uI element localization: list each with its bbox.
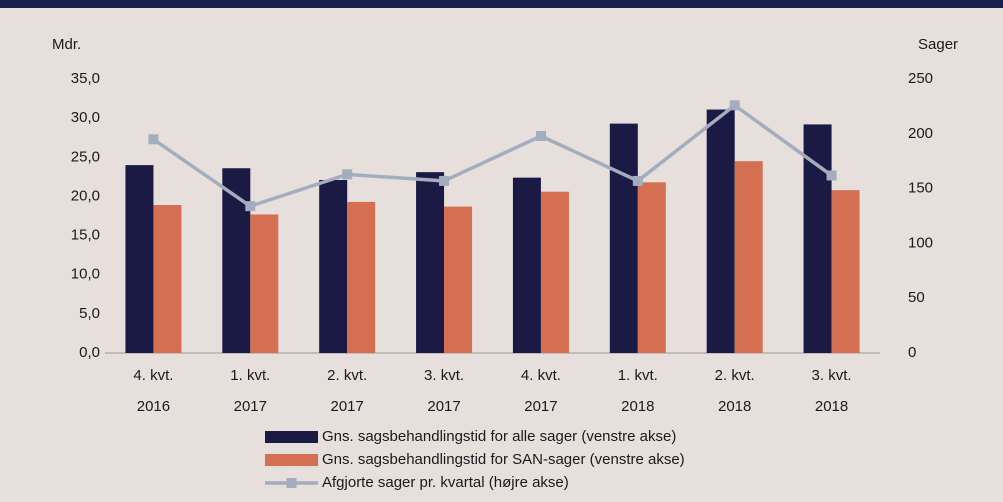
x-tick-label: 1. kvt. (618, 367, 658, 384)
x-tick-label: 4. kvt. (521, 367, 561, 384)
bar (803, 124, 832, 353)
x-tick-label: 2017 (427, 398, 460, 415)
y-tick-label: 5,0 (79, 305, 100, 322)
bar (609, 123, 638, 353)
bar (347, 201, 376, 353)
bar (734, 161, 763, 353)
legend-marker (286, 478, 297, 488)
y2-tick-label: 50 (908, 289, 925, 306)
bar (222, 168, 251, 353)
x-tick-label: 2018 (815, 398, 848, 415)
y-tick-label: 25,0 (71, 148, 100, 165)
x-tick-label: 2. kvt. (327, 367, 367, 384)
y2-tick-label: 250 (908, 70, 933, 87)
line-marker (148, 134, 159, 145)
x-tick-label: 2017 (234, 398, 267, 415)
bar (416, 172, 445, 353)
y2-tick-label: 150 (908, 180, 933, 197)
bar (153, 205, 182, 353)
line-marker (439, 175, 450, 186)
x-tick-label: 4. kvt. (133, 367, 173, 384)
y2-tick-label: 100 (908, 234, 933, 251)
line-marker (826, 170, 837, 181)
bar (444, 206, 473, 353)
x-tick-label: 2. kvt. (715, 367, 755, 384)
bar (706, 109, 735, 353)
legend-swatch (265, 454, 318, 466)
y-tick-label: 20,0 (71, 187, 100, 204)
line-marker (729, 100, 740, 111)
x-tick-label: 3. kvt. (424, 367, 464, 384)
y-tick-label: 30,0 (71, 109, 100, 126)
line-marker (245, 201, 256, 212)
y2-tick-label: 200 (908, 125, 933, 142)
legend-label: Gns. sagsbehandlingstid for SAN-sager (v… (322, 451, 685, 468)
y-tick-label: 0,0 (79, 344, 100, 361)
x-tick-label: 1. kvt. (230, 367, 270, 384)
y2-tick-label: 0 (908, 344, 916, 361)
x-tick-label: 3. kvt. (812, 367, 852, 384)
bar (250, 214, 279, 353)
legend-label: Afgjorte sager pr. kvartal (højre akse) (322, 474, 569, 491)
bar (831, 190, 860, 353)
bar (512, 177, 541, 353)
y2-axis-label: Sager (918, 36, 958, 53)
x-tick-label: 2017 (524, 398, 557, 415)
x-tick-label: 2016 (137, 398, 170, 415)
bar (637, 182, 666, 353)
x-tick-label: 2017 (331, 398, 364, 415)
header-band (0, 0, 1003, 8)
y-tick-label: 10,0 (71, 266, 100, 283)
line (152, 103, 833, 209)
bar (319, 179, 348, 353)
y-tick-label: 15,0 (71, 227, 100, 244)
y-tick-label: 35,0 (71, 70, 100, 87)
line-marker (535, 130, 546, 141)
x-tick-label: 2018 (621, 398, 654, 415)
x-tick-label: 2018 (718, 398, 751, 415)
bar (125, 165, 154, 353)
legend-label: Gns. sagsbehandlingstid for alle sager (… (322, 428, 676, 445)
y-axis-label: Mdr. (52, 36, 81, 53)
line-marker (342, 169, 353, 180)
bar (540, 191, 569, 353)
legend-swatch (265, 431, 318, 443)
line-marker (632, 175, 643, 186)
